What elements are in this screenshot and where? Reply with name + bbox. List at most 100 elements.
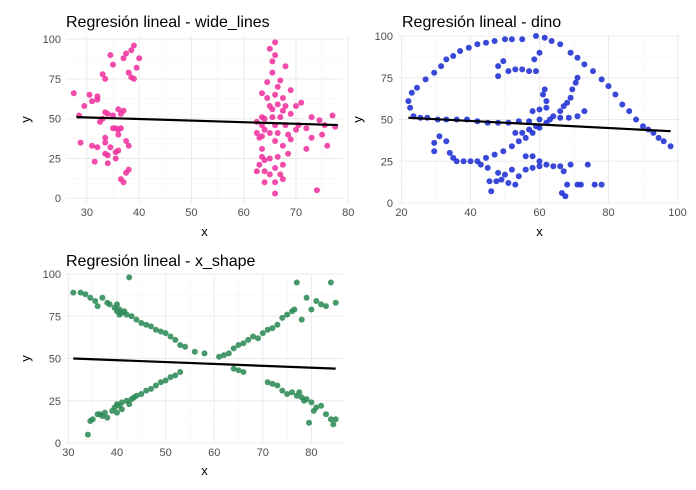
scatter-point (483, 39, 489, 46)
x-tick-label: 80 (305, 447, 317, 459)
scatter-point (126, 401, 133, 408)
scatter-point (201, 350, 208, 357)
scatter-point (529, 153, 536, 160)
scatter-point (143, 321, 150, 328)
scatter-point (84, 431, 91, 438)
scatter-point (308, 134, 315, 141)
scatter-point (115, 131, 122, 138)
scatter-point (256, 161, 263, 168)
scatter-point (272, 190, 279, 197)
scatter-point (431, 69, 438, 76)
x-tick-label: 70 (257, 447, 269, 459)
scatter-point (436, 133, 443, 140)
scatter-point (536, 106, 543, 113)
scatter-point (505, 68, 512, 75)
scatter-point (460, 158, 467, 165)
scatter-point (272, 52, 279, 59)
scatter-point (272, 39, 279, 46)
scatter-point (543, 161, 550, 168)
scatter-point (266, 45, 273, 52)
scatter-point (274, 153, 281, 160)
scatter-point (296, 389, 303, 396)
scatter-point (422, 76, 429, 83)
scatter-point (308, 399, 315, 406)
y-tick-label: 100 (43, 269, 61, 281)
scatter-point (104, 110, 111, 117)
scatter-point (543, 98, 550, 105)
scatter-point (584, 161, 591, 168)
scatter-point (112, 155, 119, 162)
scatter-point (522, 134, 529, 141)
scatter-point (502, 36, 508, 43)
scatter-point (130, 75, 137, 82)
scatter-point (495, 73, 502, 80)
scatter-point (491, 38, 498, 44)
scatter-point (102, 75, 109, 82)
scatter-point (266, 171, 273, 178)
x-tick-label: 60 (238, 207, 250, 219)
scatter-point (114, 301, 120, 308)
scatter-point (515, 138, 522, 145)
scatter-point (605, 83, 612, 90)
regression-line (76, 116, 338, 127)
scatter-point (138, 391, 145, 397)
scatter-point (110, 61, 116, 68)
scatter-point (269, 106, 276, 113)
scatter-point (303, 294, 310, 301)
x-tick-label: 30 (81, 207, 93, 219)
scatter-point (548, 38, 555, 44)
scatter-point (541, 34, 548, 41)
scatter-point (285, 131, 292, 138)
scatter-point (446, 149, 453, 156)
scatter-point (438, 63, 445, 70)
scatter-point (264, 79, 271, 86)
scatter-point (303, 145, 310, 152)
scatter-point (106, 301, 113, 308)
scatter-point (572, 79, 579, 86)
scatter-point (182, 343, 189, 350)
y-tick-label: 75 (381, 73, 393, 85)
scatter-point (284, 311, 291, 318)
scatter-point (319, 131, 326, 138)
scatter-point (138, 320, 145, 326)
scatter-point (157, 328, 164, 335)
scatter-point (99, 71, 106, 78)
scatter-point (512, 66, 519, 73)
scatter-point (550, 113, 557, 120)
scatter-point (148, 385, 154, 392)
scatter-point (152, 382, 159, 389)
x-tick-label: 20 (395, 207, 407, 219)
scatter-point (282, 103, 289, 109)
x-tick-label: 50 (159, 447, 171, 459)
scatter-point (230, 345, 237, 352)
scatter-point (408, 89, 415, 96)
scatter-point (225, 350, 232, 357)
scatter-point (120, 179, 127, 186)
scatter-point (536, 163, 543, 170)
scatter-point (522, 166, 529, 173)
scatter-point (240, 369, 247, 375)
scatter-point (250, 333, 257, 340)
scatter-point (540, 91, 546, 98)
scatter-point (191, 348, 198, 355)
scatter-point (269, 114, 276, 121)
scatter-point (443, 138, 450, 145)
scatter-point (279, 161, 286, 168)
scatter-point (474, 41, 481, 48)
scatter-point (162, 377, 169, 384)
scatter-point (612, 91, 619, 98)
scatter-point (443, 56, 450, 63)
x-tick-label: 100 (668, 207, 686, 219)
scatter-point (483, 154, 489, 161)
scatter-point (255, 335, 261, 342)
x-tick-label: 40 (111, 447, 123, 459)
scatter-point (303, 125, 310, 132)
scatter-point (313, 187, 320, 194)
scatter-point (245, 336, 252, 343)
scatter-point (99, 294, 106, 301)
scatter-point (313, 298, 320, 304)
scatter-point (550, 163, 557, 170)
scatter-point (87, 294, 94, 301)
scatter-point (287, 87, 294, 94)
chart-panel-3: 30 40 50 60 70 80 0 25 50 75 100 Regresión lineal -… (18, 253, 343, 478)
